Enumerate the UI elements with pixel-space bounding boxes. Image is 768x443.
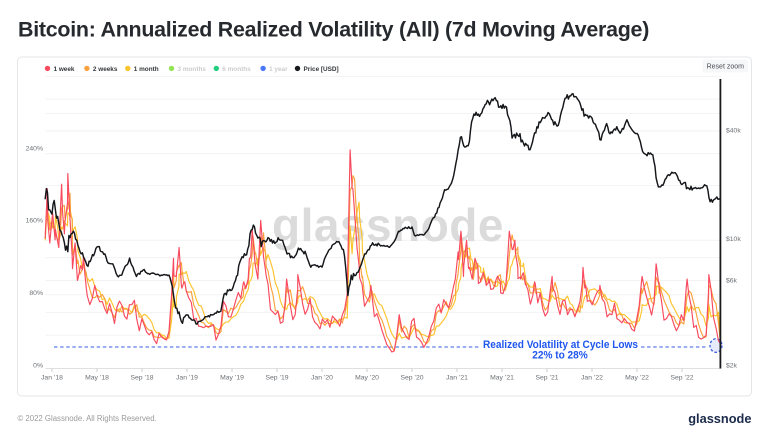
svg-text:Jan ’20: Jan ’20: [311, 375, 333, 382]
svg-text:Sep ’21: Sep ’21: [535, 375, 558, 382]
svg-text:160%: 160%: [26, 218, 43, 225]
svg-text:1 month: 1 month: [134, 66, 159, 73]
svg-text:Price [USD]: Price [USD]: [304, 66, 339, 73]
svg-text:Jan ’22: Jan ’22: [581, 375, 603, 382]
svg-text:$40k: $40k: [726, 128, 741, 135]
svg-text:240%: 240%: [26, 145, 43, 152]
svg-text:0%: 0%: [33, 362, 43, 369]
svg-text:$2k: $2k: [726, 362, 738, 369]
svg-text:1 week: 1 week: [54, 66, 75, 73]
svg-text:2 weeks: 2 weeks: [93, 66, 118, 73]
svg-text:Jan ’21: Jan ’21: [446, 375, 468, 382]
svg-text:glassnode: glassnode: [272, 199, 504, 251]
svg-text:6 months: 6 months: [222, 66, 251, 73]
svg-text:80%: 80%: [29, 290, 43, 297]
svg-text:Sep ’22: Sep ’22: [670, 375, 693, 382]
svg-text:Jan ’18: Jan ’18: [41, 375, 63, 382]
svg-text:Reset zoom: Reset zoom: [707, 64, 745, 71]
svg-text:May ’20: May ’20: [355, 375, 379, 382]
svg-text:May ’21: May ’21: [490, 375, 514, 382]
svg-text:$6k: $6k: [726, 277, 738, 284]
svg-text:© 2022 Glassnode. All Rights R: © 2022 Glassnode. All Rights Reserved.: [18, 414, 157, 423]
svg-text:3 months: 3 months: [178, 66, 207, 73]
svg-text:May ’18: May ’18: [85, 375, 109, 382]
svg-text:Realized Volatility at Cycle L: Realized Volatility at Cycle Lows: [483, 339, 638, 351]
svg-text:$10k: $10k: [726, 236, 741, 243]
svg-text:Sep ’18: Sep ’18: [130, 375, 153, 382]
svg-text:May ’19: May ’19: [220, 375, 244, 382]
svg-text:Sep ’20: Sep ’20: [400, 375, 423, 382]
svg-text:May ’22: May ’22: [625, 375, 649, 382]
svg-text:Bitcoin: Annualized Realized V: Bitcoin: Annualized Realized Volatility …: [18, 18, 649, 42]
svg-text:1 year: 1 year: [269, 66, 288, 73]
svg-text:Jan ’19: Jan ’19: [176, 375, 198, 382]
svg-text:Sep ’19: Sep ’19: [265, 375, 288, 382]
svg-text:22% to 28%: 22% to 28%: [532, 349, 588, 361]
svg-text:glassnode: glassnode: [688, 411, 751, 426]
